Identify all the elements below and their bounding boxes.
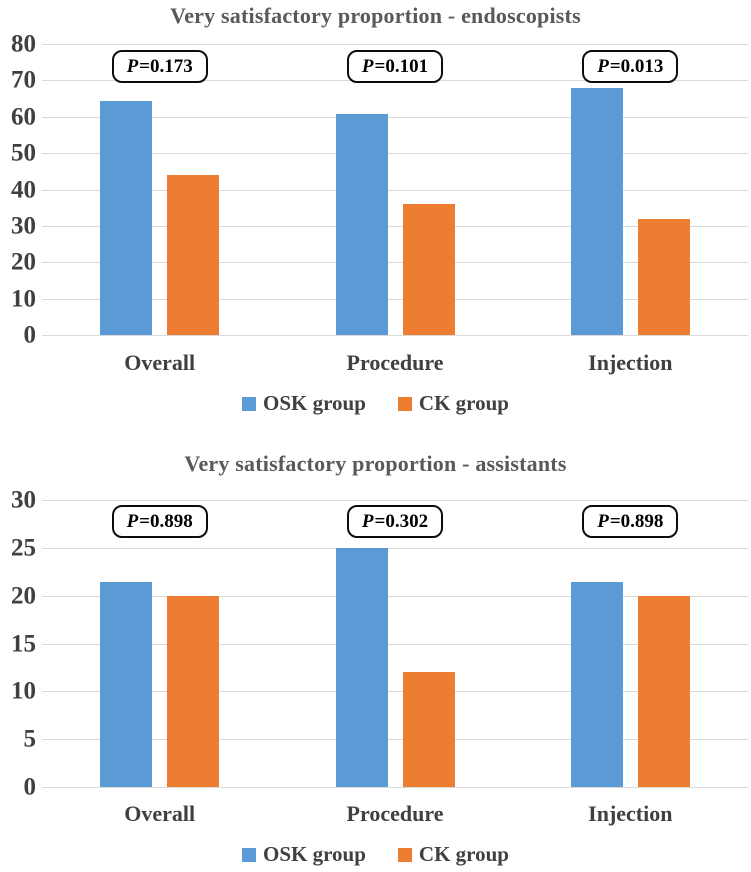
gridline bbox=[42, 335, 748, 336]
gridline bbox=[42, 225, 748, 227]
p-value-text: =0.898 bbox=[139, 510, 193, 532]
legend-item: OSK group bbox=[242, 391, 366, 416]
p-symbol: P bbox=[361, 510, 374, 532]
p-value-text: =0.302 bbox=[374, 510, 429, 532]
y-tick-label: 25 bbox=[11, 534, 36, 562]
chart-title-endoscopists: Very satisfactory proportion - endoscopi… bbox=[170, 3, 581, 28]
bar-osk-group bbox=[335, 547, 388, 787]
y-tick-label: 20 bbox=[11, 248, 36, 276]
legend-endoscopists: OSK group CK group bbox=[0, 391, 751, 416]
y-tick-label: 0 bbox=[23, 321, 37, 349]
p-value-box: P =0.101 bbox=[347, 50, 443, 83]
bar-osk-group bbox=[570, 582, 623, 787]
y-tick-label: 5 bbox=[23, 725, 37, 753]
p-value-text: =0.013 bbox=[609, 55, 664, 77]
legend-label: CK group bbox=[418, 842, 509, 866]
p-value-text: =0.173 bbox=[139, 55, 193, 77]
plot-area-assistants: 0 5 10 15 20 25 30 P =0.898 P =0.302 P =0.898 bbox=[11, 488, 748, 800]
gridline bbox=[42, 153, 748, 155]
category-label: Injection bbox=[588, 350, 673, 375]
y-tick-label: 40 bbox=[11, 176, 36, 203]
y-tick-label: 70 bbox=[11, 66, 36, 94]
category-axis-endoscopists: Overall Procedure Injection bbox=[42, 350, 748, 376]
category-label: Injection bbox=[588, 801, 673, 826]
gridline bbox=[42, 691, 748, 693]
p-symbol: P bbox=[126, 55, 139, 77]
legend-swatch-icon bbox=[242, 847, 257, 862]
gridline bbox=[42, 595, 748, 597]
legend-label: OSK group bbox=[263, 842, 366, 866]
y-tick-label: 20 bbox=[11, 582, 36, 610]
plot-area-endoscopists: 0 10 20 30 40 50 60 70 80 P =0.173 P =0.101 P =0.013 bbox=[11, 32, 748, 348]
y-tick-label: 0 bbox=[23, 773, 37, 801]
bar-ck-group bbox=[637, 595, 690, 787]
y-tick-label: 10 bbox=[11, 285, 36, 313]
bar-ck-group bbox=[637, 218, 690, 335]
bar-osk-group bbox=[335, 114, 388, 335]
p-value-box: P =0.898 bbox=[582, 505, 679, 538]
y-tick-label: 30 bbox=[11, 212, 36, 240]
bar-osk-group bbox=[570, 88, 623, 335]
bar-ck-group bbox=[167, 595, 220, 787]
y-tick-label: 30 bbox=[11, 486, 36, 514]
p-value-box: P =0.173 bbox=[111, 50, 208, 83]
legend-assistants: OSK group CK group bbox=[0, 842, 751, 867]
category-label: Procedure bbox=[346, 350, 444, 375]
legend-swatch-icon bbox=[397, 396, 412, 411]
gridline bbox=[42, 189, 748, 191]
legend-label: CK group bbox=[418, 391, 509, 415]
p-value-box: P =0.898 bbox=[111, 505, 208, 538]
gridline bbox=[42, 547, 748, 549]
category-label: Overall bbox=[124, 350, 196, 375]
legend-swatch-icon bbox=[397, 847, 412, 862]
p-value-text: =0.898 bbox=[609, 510, 664, 532]
gridline bbox=[42, 500, 748, 501]
chart-title-assistants: Very satisfactory proportion - assistant… bbox=[184, 451, 567, 476]
bar-ck-group bbox=[167, 174, 220, 335]
gridline bbox=[42, 44, 748, 45]
category-axis-assistants: Overall Procedure Injection bbox=[42, 801, 748, 827]
y-tick-label: 15 bbox=[11, 630, 36, 657]
y-tick-label: 60 bbox=[11, 103, 36, 131]
y-tick-label: 50 bbox=[11, 139, 36, 167]
p-value-box: P =0.302 bbox=[347, 505, 443, 538]
legend-label: OSK group bbox=[263, 391, 366, 415]
p-symbol: P bbox=[597, 55, 609, 77]
y-tick-label: 80 bbox=[11, 30, 36, 58]
gridline bbox=[42, 116, 748, 118]
p-symbol: P bbox=[597, 510, 609, 532]
gridline bbox=[42, 643, 748, 645]
gridline bbox=[42, 298, 748, 300]
legend-item: CK group bbox=[397, 842, 509, 867]
category-label: Procedure bbox=[346, 801, 444, 826]
gridline bbox=[42, 262, 748, 264]
y-tick-label: 10 bbox=[11, 677, 36, 705]
p-value-box: P =0.013 bbox=[582, 50, 679, 83]
bar-ck-group bbox=[402, 204, 455, 335]
category-label: Overall bbox=[124, 801, 196, 826]
p-symbol: P bbox=[361, 55, 374, 77]
bar-osk-group bbox=[100, 582, 153, 787]
gridline bbox=[42, 739, 748, 741]
legend-swatch-icon bbox=[242, 396, 257, 411]
legend-item: CK group bbox=[397, 391, 509, 416]
p-value-text: =0.101 bbox=[374, 55, 429, 77]
bar-osk-group bbox=[100, 101, 153, 335]
p-symbol: P bbox=[126, 510, 139, 532]
legend-item: OSK group bbox=[242, 842, 366, 867]
bar-ck-group bbox=[402, 672, 455, 787]
gridline bbox=[42, 787, 748, 788]
